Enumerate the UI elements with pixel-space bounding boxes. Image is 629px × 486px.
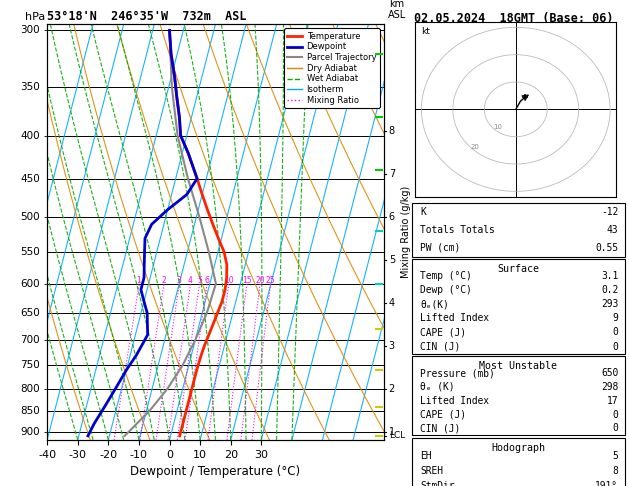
Text: 191°: 191°	[595, 481, 618, 486]
Text: 3: 3	[177, 277, 182, 285]
Text: Lifted Index: Lifted Index	[421, 396, 489, 406]
Text: 300: 300	[20, 25, 40, 35]
Text: 700: 700	[20, 335, 40, 345]
Text: θₑ(K): θₑ(K)	[421, 299, 449, 310]
Text: 750: 750	[20, 360, 40, 370]
Text: 02.05.2024  18GMT (Base: 06): 02.05.2024 18GMT (Base: 06)	[414, 12, 613, 25]
Text: 10: 10	[224, 277, 233, 285]
Text: 600: 600	[20, 278, 40, 289]
Text: Temp (°C): Temp (°C)	[421, 271, 472, 281]
Text: 0: 0	[613, 342, 618, 351]
Text: 8: 8	[389, 126, 395, 136]
Text: 1: 1	[389, 427, 395, 437]
Text: 20: 20	[470, 144, 479, 150]
Text: 4: 4	[188, 277, 193, 285]
Text: θₑ (K): θₑ (K)	[421, 382, 455, 392]
Text: CAPE (J): CAPE (J)	[421, 410, 467, 419]
Text: 0: 0	[613, 328, 618, 337]
Text: 500: 500	[20, 212, 40, 222]
Text: 5: 5	[197, 277, 202, 285]
Text: CAPE (J): CAPE (J)	[421, 328, 467, 337]
Text: 400: 400	[20, 131, 40, 140]
Text: 6: 6	[204, 277, 209, 285]
Text: 2: 2	[162, 277, 166, 285]
Text: 293: 293	[601, 299, 618, 310]
Text: 3.1: 3.1	[601, 271, 618, 281]
Text: 1: 1	[136, 277, 142, 285]
Text: Lifted Index: Lifted Index	[421, 313, 489, 323]
Text: 850: 850	[20, 406, 40, 416]
Text: -12: -12	[601, 207, 618, 217]
Text: 20: 20	[255, 277, 265, 285]
Text: Most Unstable: Most Unstable	[479, 361, 557, 371]
Text: EH: EH	[421, 451, 432, 461]
Text: 17: 17	[607, 396, 618, 406]
Text: PW (cm): PW (cm)	[421, 243, 461, 253]
Text: 7: 7	[389, 169, 395, 179]
Text: km
ASL: km ASL	[388, 0, 406, 20]
Text: 550: 550	[20, 247, 40, 257]
Text: LCL: LCL	[389, 432, 405, 440]
Text: 298: 298	[601, 382, 618, 392]
Text: Pressure (mb): Pressure (mb)	[421, 368, 495, 378]
Text: 4: 4	[389, 298, 395, 308]
Legend: Temperature, Dewpoint, Parcel Trajectory, Dry Adiabat, Wet Adiabat, Isotherm, Mi: Temperature, Dewpoint, Parcel Trajectory…	[284, 29, 379, 108]
Text: 8: 8	[613, 466, 618, 476]
Text: 650: 650	[601, 368, 618, 378]
Text: 25: 25	[265, 277, 275, 285]
Text: SREH: SREH	[421, 466, 443, 476]
Bar	[412, 203, 625, 257]
Text: Dewp (°C): Dewp (°C)	[421, 285, 472, 295]
Text: 350: 350	[20, 82, 40, 92]
Text: StmDir: StmDir	[421, 481, 455, 486]
Text: 0: 0	[613, 423, 618, 434]
Text: 15: 15	[242, 277, 252, 285]
Bar	[412, 356, 625, 435]
X-axis label: Dewpoint / Temperature (°C): Dewpoint / Temperature (°C)	[130, 465, 301, 478]
Text: 900: 900	[20, 427, 40, 437]
Text: 650: 650	[20, 308, 40, 318]
Text: Surface: Surface	[498, 264, 539, 274]
Text: kt: kt	[421, 27, 430, 36]
Text: 800: 800	[20, 384, 40, 394]
Text: 0: 0	[613, 410, 618, 419]
Bar	[412, 259, 625, 353]
Text: CIN (J): CIN (J)	[421, 342, 461, 351]
Bar	[412, 437, 625, 486]
Text: 450: 450	[20, 174, 40, 184]
Text: 5: 5	[389, 255, 395, 265]
Text: Totals Totals: Totals Totals	[421, 225, 495, 235]
Text: 10: 10	[493, 124, 502, 130]
Text: 5: 5	[613, 451, 618, 461]
Text: 2: 2	[389, 384, 395, 394]
Text: K: K	[421, 207, 426, 217]
Text: 0.55: 0.55	[595, 243, 618, 253]
Text: Mixing Ratio (g/kg): Mixing Ratio (g/kg)	[401, 186, 411, 278]
Text: CIN (J): CIN (J)	[421, 423, 461, 434]
Text: Hodograph: Hodograph	[491, 443, 545, 452]
Text: 0.2: 0.2	[601, 285, 618, 295]
Text: 43: 43	[607, 225, 618, 235]
Text: 3: 3	[389, 341, 395, 351]
Text: 6: 6	[389, 212, 395, 222]
Text: 53°18'N  246°35'W  732m  ASL: 53°18'N 246°35'W 732m ASL	[47, 10, 247, 23]
Text: 9: 9	[613, 313, 618, 323]
Text: hPa: hPa	[25, 12, 45, 22]
